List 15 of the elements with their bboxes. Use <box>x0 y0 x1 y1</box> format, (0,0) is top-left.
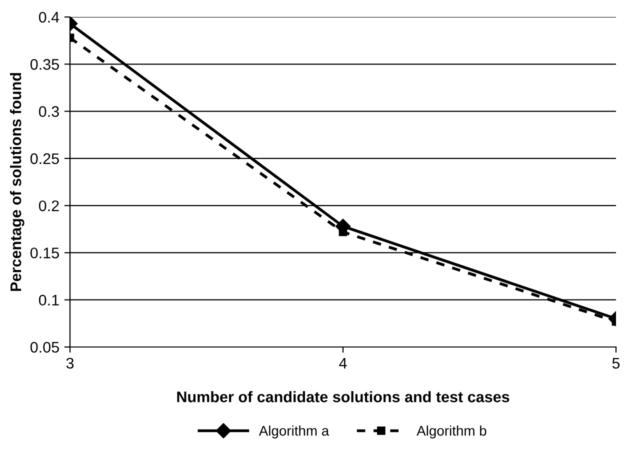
x-tick-label: 4 <box>339 358 347 368</box>
y-tick-label: 0.4 <box>38 12 60 23</box>
y-tick-label: 0.25 <box>30 153 59 164</box>
y-tick-label: 0.35 <box>30 59 59 70</box>
x-tick-label: 3 <box>66 358 74 369</box>
y-tick-label: 0.15 <box>30 248 59 258</box>
y-axis-title: Percentage of solutions found <box>10 73 24 291</box>
legend-label: Algorithm a <box>258 426 330 438</box>
legend-label: Algorithm b <box>416 426 486 438</box>
y-tick-label: 0.3 <box>38 106 59 117</box>
x-tick-label: 5 <box>612 358 620 369</box>
y-tick-label: 0.2 <box>38 200 59 212</box>
x-axis-title: Number of candidate solutions and test cases <box>177 391 510 402</box>
y-tick-label: 0.05 <box>30 342 59 353</box>
y-tick-label: 0.1 <box>38 294 59 306</box>
